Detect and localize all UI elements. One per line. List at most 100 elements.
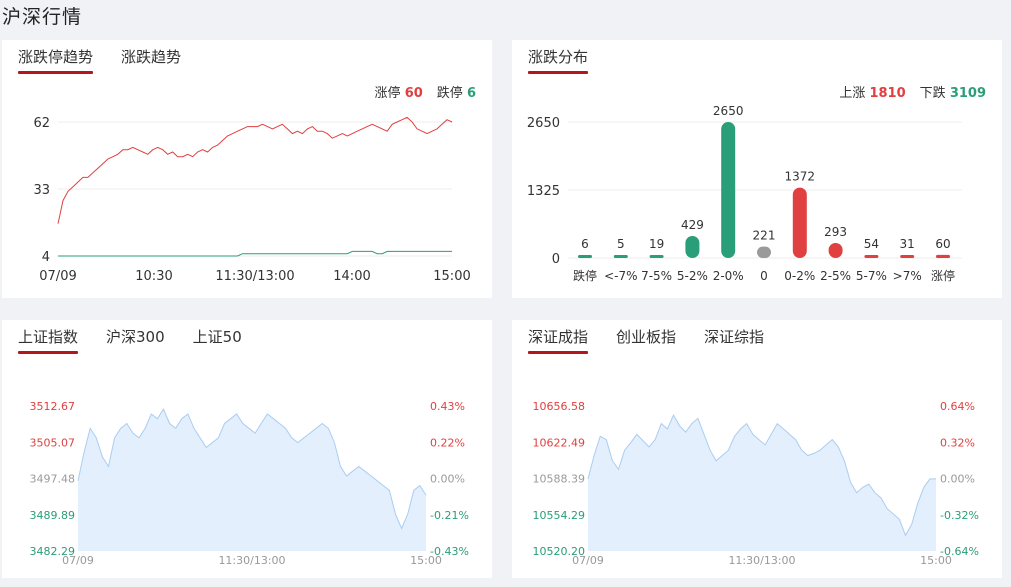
limit-trend-tabs: 涨跌停趋势 涨跌趋势	[18, 46, 181, 76]
category-label: <-7%	[604, 269, 637, 283]
y-tick-label: 4	[42, 250, 50, 265]
distribution-tabs: 涨跌分布	[528, 46, 589, 76]
distribution-bar	[936, 254, 950, 258]
price-tick-label: 3482.29	[30, 545, 76, 558]
limit-up-legend: 涨停 60	[375, 82, 423, 101]
price-tick-label: 10554.29	[533, 509, 586, 522]
index-line	[77, 408, 427, 530]
price-tick-label: 10656.58	[533, 400, 586, 413]
y-tick-label: 2650	[527, 116, 560, 131]
shenzhen-index-chart: 10656.58 0.64% 10622.49 0.32% 10588.39 0.00% 1…	[533, 400, 979, 567]
tab-updown-trend[interactable]: 涨跌趋势	[121, 48, 182, 66]
tab-sse50[interactable]: 上证50	[192, 328, 242, 346]
category-label: 7-5%	[641, 269, 672, 283]
price-tick-label: 3497.48	[30, 473, 76, 486]
x-tick-label: 07/09	[39, 269, 76, 284]
limit-down-legend: 跌停 6	[437, 82, 476, 101]
index-area-fill	[78, 409, 426, 551]
down-label: 下跌	[919, 86, 946, 101]
percent-tick-label: 0.32%	[940, 436, 975, 449]
x-tick-label: 15:00	[410, 554, 442, 567]
percent-tick-label: 0.43%	[430, 400, 465, 413]
distribution-bar	[792, 187, 807, 258]
percent-tick-label: -0.21%	[430, 509, 469, 522]
distribution-legend: 上涨 1810 下跌 3109	[839, 82, 986, 101]
down-count-legend: 下跌 3109	[920, 82, 986, 101]
category-label: 涨停	[931, 268, 955, 283]
updown-distribution-card: 涨跌分布 上涨 1810 下跌 3109 2650 1325 0 6 跌停 5 <-7% 19…	[512, 40, 1002, 298]
limit-down-count: 6	[466, 86, 476, 101]
distribution-bar	[578, 255, 592, 258]
y-tick-label: 62	[33, 116, 50, 131]
percent-tick-label: 0.64%	[940, 400, 975, 413]
distribution-bar	[613, 255, 628, 258]
price-tick-label: 10622.49	[533, 436, 586, 449]
bar-value-label: 293	[824, 225, 847, 239]
category-label: 0-2%	[784, 269, 815, 283]
percent-tick-label: 0.00%	[940, 473, 975, 486]
category-label: 5-7%	[856, 269, 887, 283]
category-label: 5-2%	[677, 269, 708, 283]
bar-value-label: 6	[581, 237, 589, 251]
tab-limit-trend[interactable]: 涨跌停趋势	[18, 46, 94, 74]
distribution-chart: 2650 1325 0 6 跌停 5 <-7% 19 7-5% 429 5-2% 2650 2-0% 22…	[527, 104, 962, 283]
x-tick-label: 15:00	[920, 554, 952, 567]
category-label: 2-5%	[820, 269, 851, 283]
shanghai-index-chart: 3512.67 0.43% 3505.07 0.22% 3497.48 0.00% 3489…	[30, 400, 469, 567]
percent-tick-label: -0.32%	[940, 509, 979, 522]
percent-tick-label: 0.00%	[430, 473, 465, 486]
x-tick-label: 11:30/13:00	[218, 554, 285, 567]
tab-shenzhen-component[interactable]: 深证成指	[528, 326, 589, 354]
index-line	[587, 413, 936, 537]
limit-trend-chart: 62 33 4 07/09 10:30 11:30/13:00 14:00 15:00	[33, 116, 470, 284]
price-tick-label: 3512.67	[30, 400, 76, 413]
x-tick-label: 11:30/13:00	[728, 554, 795, 567]
percent-tick-label: -0.43%	[430, 545, 469, 558]
index-area-fill	[588, 415, 936, 551]
distribution-bar	[900, 255, 915, 258]
distribution-bar	[864, 255, 879, 258]
limit-up-line	[57, 116, 453, 224]
x-tick-label: 15:00	[433, 269, 470, 284]
bar-value-label: 429	[681, 218, 704, 232]
distribution-bar	[757, 246, 771, 258]
shenzhen-index-card: 深证成指 创业板指 深证综指 10656.58 0.64% 10622.49 0.32…	[512, 320, 1002, 578]
category-label: 跌停	[573, 268, 597, 283]
category-label: 0	[760, 269, 768, 283]
shenzhen-index-tabs: 深证成指 创业板指 深证综指	[528, 326, 764, 356]
bar-value-label: 221	[753, 229, 776, 243]
percent-tick-label: 0.22%	[430, 436, 465, 449]
price-tick-label: 10520.20	[533, 545, 586, 558]
up-count: 1810	[869, 86, 906, 101]
bar-value-label: 54	[864, 237, 879, 251]
shanghai-index-tabs: 上证指数 沪深300 上证50	[18, 326, 242, 356]
x-tick-label: 10:30	[135, 269, 172, 284]
percent-tick-label: -0.64%	[940, 545, 979, 558]
tab-updown-distribution[interactable]: 涨跌分布	[528, 46, 589, 74]
limit-up-label: 涨停	[374, 86, 401, 101]
x-tick-label: 07/09	[572, 554, 604, 567]
x-tick-label: 14:00	[333, 269, 370, 284]
tab-shenzhen-composite[interactable]: 深证综指	[704, 328, 765, 346]
bar-value-label: 1372	[785, 170, 816, 184]
y-tick-label: 0	[552, 252, 560, 267]
bar-value-label: 19	[649, 237, 664, 251]
limit-down-label: 跌停	[436, 86, 463, 101]
shanghai-index-card: 上证指数 沪深300 上证50 3512.67 0.43% 3505.07 0.22%…	[2, 320, 492, 578]
price-tick-label: 3489.89	[30, 509, 76, 522]
category-label: >7%	[893, 269, 922, 283]
distribution-bar	[685, 235, 700, 258]
distribution-bar	[721, 122, 736, 258]
y-tick-label: 33	[33, 183, 50, 198]
distribution-bar	[649, 255, 664, 258]
bar-value-label: 2650	[713, 104, 744, 118]
tab-shanghai-composite[interactable]: 上证指数	[18, 326, 79, 354]
bar-value-label: 31	[900, 237, 915, 251]
limit-up-count: 60	[404, 86, 423, 101]
tab-chinext[interactable]: 创业板指	[616, 328, 677, 346]
tab-csi300[interactable]: 沪深300	[106, 328, 165, 346]
up-label: 上涨	[839, 86, 866, 101]
x-tick-label: 11:30/13:00	[215, 269, 294, 284]
price-tick-label: 10588.39	[533, 473, 586, 486]
limit-trend-legend: 涨停 60 跌停 6	[375, 82, 476, 101]
